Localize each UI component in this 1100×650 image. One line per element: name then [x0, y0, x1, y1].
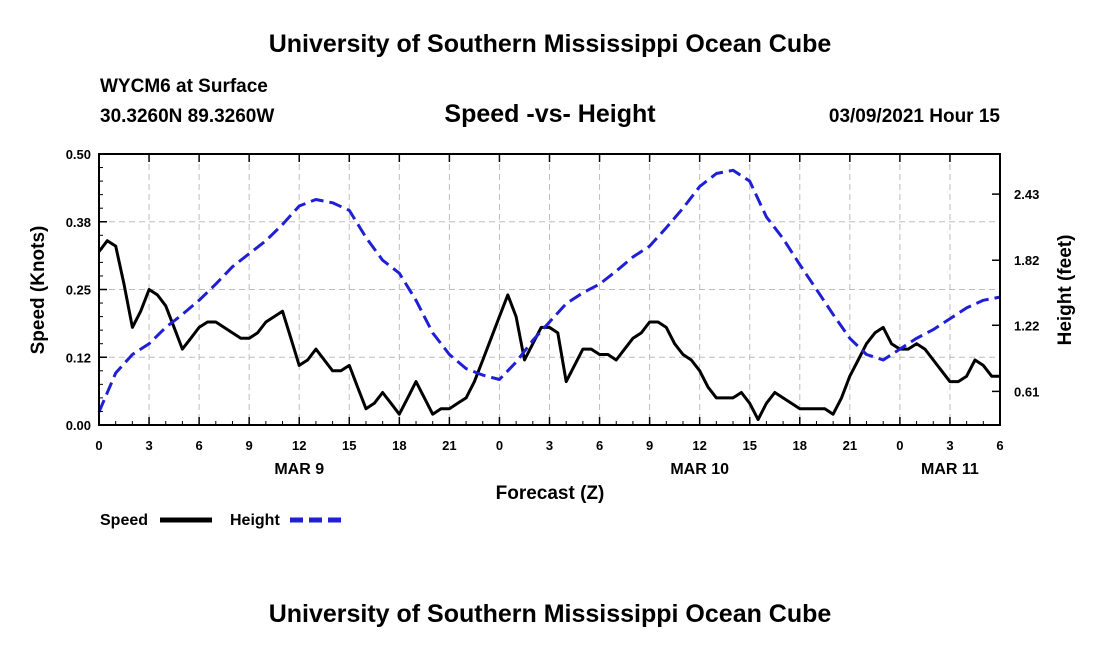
y2-tick-label: 1.22 — [1014, 318, 1039, 333]
x-tick-label: 3 — [145, 438, 152, 453]
x-tick-label: 15 — [742, 438, 756, 453]
y-tick-label: 0.50 — [66, 147, 91, 162]
station-coordinates: 30.3260N 89.3260W — [100, 106, 275, 127]
y2-tick-label: 1.82 — [1014, 253, 1039, 268]
y-tick-label: 0.00 — [66, 418, 91, 433]
series-layer — [97, 168, 1001, 422]
x-tick-label: 18 — [793, 438, 807, 453]
x-tick-label: 21 — [843, 438, 857, 453]
y-axis-left: 0.00 0.12 0.25 0.38 0.50 — [66, 147, 107, 433]
chart-subtitle: Speed -vs- Height — [444, 100, 656, 128]
x-tick-label: 6 — [195, 438, 202, 453]
x-tick-label: 9 — [246, 438, 253, 453]
x-tick-label: 0 — [496, 438, 503, 453]
x-tick-label: 6 — [996, 438, 1003, 453]
bottom-title: University of Southern Mississippi Ocean… — [268, 600, 832, 628]
date-label: MAR 10 — [670, 461, 729, 478]
legend-label-speed: Speed — [100, 512, 148, 529]
y2-tick-label: 0.61 — [1014, 384, 1039, 399]
y-axis-right: 0.61 1.22 1.82 2.43 — [992, 187, 1039, 399]
x-tick-label: 12 — [692, 438, 706, 453]
station-name: WYCM6 at Surface — [100, 76, 268, 97]
x-tick-label: 18 — [392, 438, 406, 453]
date-label: MAR 11 — [921, 461, 979, 478]
x-axis: 0 3 6 9 12 15 18 21 0 3 6 9 12 15 18 21 0 3 6 MAR 9 MAR 10 MA… — [95, 154, 1004, 478]
x-tick-label: 12 — [292, 438, 306, 453]
series-line-speed — [97, 239, 1000, 422]
x-tick-label: 3 — [946, 438, 953, 453]
y2-tick-label: 2.43 — [1014, 187, 1039, 202]
y-tick-label: 0.25 — [66, 283, 91, 298]
legend-label-height: Height — [230, 512, 280, 529]
chart-grid — [99, 154, 1000, 425]
y-axis-left-label: Speed (Knots) — [28, 226, 49, 355]
x-tick-label: 3 — [546, 438, 553, 453]
x-axis-label: Forecast (Z) — [496, 483, 605, 504]
top-title: University of Southern Mississippi Ocean… — [268, 30, 832, 58]
y-axis-right-label: Height (feet) — [1055, 235, 1076, 346]
forecast-datetime: 03/09/2021 Hour 15 — [828, 106, 1000, 127]
legend: Speed Height — [100, 512, 342, 529]
x-tick-label: 0 — [896, 438, 903, 453]
y-tick-label: 0.12 — [66, 350, 91, 365]
series-line-height — [97, 168, 1001, 413]
x-tick-label: 21 — [442, 438, 456, 453]
date-label: MAR 9 — [274, 461, 324, 478]
y-tick-label: 0.38 — [66, 215, 91, 230]
x-tick-label: 0 — [95, 438, 102, 453]
x-tick-label: 15 — [342, 438, 356, 453]
x-tick-label: 9 — [646, 438, 653, 453]
x-tick-label: 6 — [596, 438, 603, 453]
